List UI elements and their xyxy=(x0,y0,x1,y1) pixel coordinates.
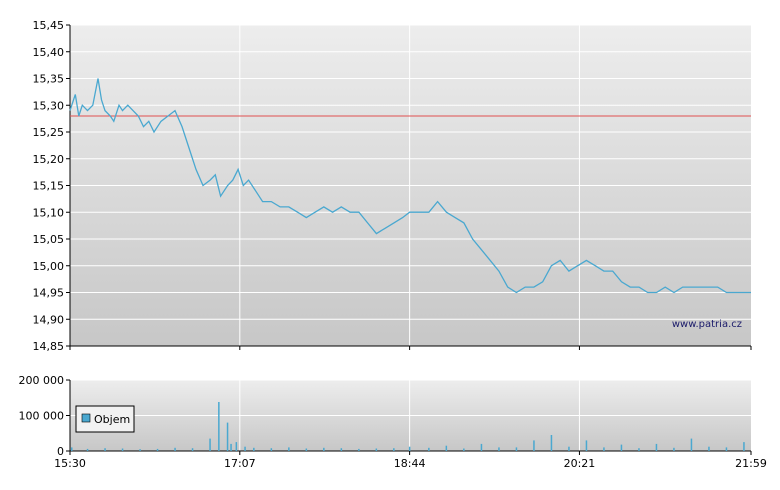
volume-bar xyxy=(323,447,325,451)
volume-bar xyxy=(375,448,378,451)
volume-bar xyxy=(358,448,360,451)
price-y-tick-label: 15,40 xyxy=(33,46,65,59)
volume-bar xyxy=(393,448,395,451)
price-y-tick-label: 15,35 xyxy=(33,73,65,86)
price-y-ticks: 15,45 15,40 15,35 15,30 15,25 15,20 15,15 15,10… xyxy=(33,19,751,353)
volume-bar xyxy=(156,448,159,451)
x-tick-label: 20:21 xyxy=(564,457,596,470)
volume-bar xyxy=(104,448,106,451)
volume-bar xyxy=(603,447,605,451)
price-y-tick-label: 15,15 xyxy=(33,180,65,193)
volume-bar xyxy=(428,447,430,451)
volume-bar xyxy=(408,446,411,451)
price-y-tick-label: 14,85 xyxy=(33,340,65,353)
x-tick-label: 15:30 xyxy=(54,457,86,470)
price-x-tick-marks xyxy=(69,346,752,350)
price-y-tick-label: 14,95 xyxy=(33,287,65,300)
x-tick-label: 21:59 xyxy=(735,457,767,470)
volume-bar xyxy=(673,447,675,451)
volume-bar xyxy=(86,448,89,451)
price-y-tick-label: 15,45 xyxy=(33,19,65,32)
volume-bar xyxy=(655,443,658,451)
volume-bar xyxy=(235,442,238,451)
legend-swatch xyxy=(81,413,91,423)
price-y-tick-label: 15,30 xyxy=(33,99,65,112)
watermark: www.patria.cz xyxy=(672,319,742,330)
volume-bar xyxy=(743,442,745,451)
volume-bar xyxy=(515,447,518,451)
volume-bar xyxy=(498,447,500,451)
volume-y-ticks: 200 000 100 000 0 xyxy=(19,374,751,458)
volume-bar xyxy=(305,448,308,451)
volume-bar xyxy=(480,443,483,451)
volume-bar xyxy=(226,422,229,451)
price-y-tick-label: 15,10 xyxy=(33,206,65,219)
volume-bar xyxy=(218,402,220,451)
volume-bar xyxy=(191,448,194,451)
volume-y-tick-label: 200 000 xyxy=(19,374,65,387)
legend-label: Objem xyxy=(94,413,130,426)
volume-x-ticks: 15:30 17:07 18:44 20:21 21:59 xyxy=(54,451,767,470)
volume-bar xyxy=(463,448,465,451)
price-y-tick-label: 15,25 xyxy=(33,126,65,139)
x-tick-label: 18:44 xyxy=(394,457,426,470)
volume-bar xyxy=(568,446,570,451)
volume-legend: Objem xyxy=(75,405,135,433)
volume-bar xyxy=(620,444,623,451)
volume-bar xyxy=(533,440,535,451)
volume-y-tick-label: 0 xyxy=(57,445,64,458)
x-tick-label: 17:07 xyxy=(224,457,256,470)
volume-bar xyxy=(638,448,640,451)
volume-bar xyxy=(690,438,693,451)
volume-bar xyxy=(209,438,211,451)
volume-bar xyxy=(445,445,448,451)
volume-bar xyxy=(253,447,255,451)
volume-y-tick-label: 100 000 xyxy=(19,410,65,423)
volume-bars xyxy=(71,402,745,451)
volume-bar xyxy=(121,448,124,451)
price-series-line xyxy=(69,78,751,294)
price-grid xyxy=(70,24,751,347)
volume-bar xyxy=(230,443,232,451)
volume-bar xyxy=(340,448,343,451)
volume-bar xyxy=(585,440,588,451)
volume-bar xyxy=(244,446,246,451)
volume-bar xyxy=(174,447,176,451)
price-panel: 15,45 15,40 15,35 15,30 15,25 15,20 15,15 15,10… xyxy=(33,19,752,353)
price-y-tick-label: 15,05 xyxy=(33,233,65,246)
volume-bar xyxy=(71,447,73,451)
price-y-tick-label: 14,90 xyxy=(33,313,65,326)
volume-bar xyxy=(725,447,728,451)
volume-bar xyxy=(288,447,290,451)
volume-bar xyxy=(139,449,141,451)
price-y-tick-label: 15,00 xyxy=(33,260,65,273)
volume-bar xyxy=(270,448,273,451)
volume-bar xyxy=(550,435,553,451)
volume-bar xyxy=(708,446,710,451)
price-y-tick-label: 15,20 xyxy=(33,153,65,166)
volume-panel: 200 000 100 000 0 15:30 17:07 18:44 20:21 21:5… xyxy=(19,374,767,470)
